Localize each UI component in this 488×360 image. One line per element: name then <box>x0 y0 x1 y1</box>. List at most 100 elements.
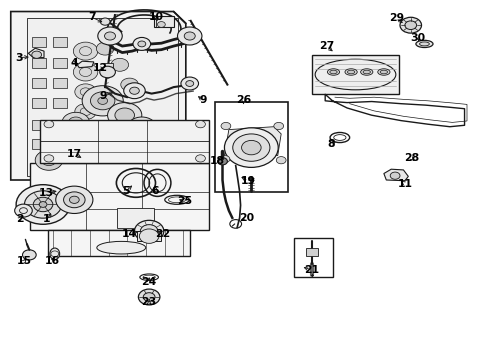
Circle shape <box>32 51 41 58</box>
Bar <box>30 163 208 230</box>
Bar <box>53 37 67 47</box>
Circle shape <box>147 139 161 149</box>
Bar <box>32 58 46 68</box>
Ellipse shape <box>97 242 145 254</box>
Bar <box>40 120 208 163</box>
Bar <box>53 58 67 68</box>
Circle shape <box>68 117 83 128</box>
Circle shape <box>177 27 202 45</box>
Bar <box>32 37 46 47</box>
Circle shape <box>185 81 193 86</box>
Polygon shape <box>28 48 44 58</box>
Ellipse shape <box>380 70 386 74</box>
Ellipse shape <box>362 70 370 74</box>
Ellipse shape <box>50 248 60 260</box>
Text: 21: 21 <box>304 265 319 275</box>
Circle shape <box>96 42 114 55</box>
Bar <box>48 230 189 256</box>
Text: 1: 1 <box>43 214 51 224</box>
Text: 7: 7 <box>88 12 96 22</box>
Bar <box>32 120 46 130</box>
Circle shape <box>100 18 110 25</box>
Text: 8: 8 <box>327 139 335 149</box>
Bar <box>27 18 178 176</box>
Circle shape <box>107 103 142 128</box>
Text: 3: 3 <box>15 53 22 63</box>
Bar <box>117 208 154 228</box>
Circle shape <box>139 229 159 243</box>
Circle shape <box>75 84 96 100</box>
Polygon shape <box>77 61 94 68</box>
Text: 15: 15 <box>17 256 32 266</box>
Circle shape <box>276 157 285 164</box>
Circle shape <box>195 155 205 162</box>
Circle shape <box>63 192 85 208</box>
Text: 30: 30 <box>410 33 425 43</box>
Text: 13: 13 <box>39 188 54 198</box>
Circle shape <box>56 186 93 213</box>
Ellipse shape <box>419 42 428 46</box>
Text: 20: 20 <box>239 213 254 223</box>
Bar <box>53 78 67 88</box>
Circle shape <box>143 293 155 301</box>
Circle shape <box>82 86 123 116</box>
Bar <box>32 98 46 108</box>
Circle shape <box>73 42 98 60</box>
Text: 10: 10 <box>149 12 163 22</box>
Bar <box>215 102 287 192</box>
Circle shape <box>404 21 416 30</box>
Bar <box>53 98 67 108</box>
Circle shape <box>24 191 61 218</box>
Circle shape <box>389 172 399 179</box>
Circle shape <box>133 37 150 50</box>
Bar <box>137 231 161 241</box>
Text: 12: 12 <box>93 63 107 73</box>
Circle shape <box>121 78 138 91</box>
Circle shape <box>129 87 139 94</box>
Circle shape <box>138 289 160 305</box>
Bar <box>154 16 173 27</box>
Circle shape <box>39 202 47 207</box>
Ellipse shape <box>344 69 356 75</box>
Circle shape <box>399 17 421 33</box>
Circle shape <box>232 134 269 161</box>
Circle shape <box>69 196 79 203</box>
Circle shape <box>53 132 74 148</box>
Text: 26: 26 <box>235 95 251 105</box>
Circle shape <box>111 58 128 71</box>
Text: 9: 9 <box>100 91 107 102</box>
Text: 6: 6 <box>151 186 159 196</box>
Circle shape <box>195 121 205 128</box>
Text: 16: 16 <box>45 256 60 266</box>
Circle shape <box>15 204 32 217</box>
Circle shape <box>100 66 115 78</box>
Circle shape <box>123 83 145 99</box>
Circle shape <box>104 32 115 40</box>
Text: 2: 2 <box>16 214 23 224</box>
Circle shape <box>241 140 261 155</box>
Bar <box>294 238 333 277</box>
Circle shape <box>134 220 163 242</box>
Circle shape <box>224 128 278 167</box>
Text: 22: 22 <box>154 229 170 239</box>
Bar <box>311 55 398 94</box>
Circle shape <box>98 97 107 104</box>
Bar <box>103 63 113 70</box>
Circle shape <box>142 135 166 153</box>
Circle shape <box>138 41 145 47</box>
Circle shape <box>33 197 53 212</box>
Polygon shape <box>383 169 407 181</box>
Bar <box>53 139 67 149</box>
Text: 24: 24 <box>141 276 157 287</box>
Text: 27: 27 <box>318 41 334 51</box>
Polygon shape <box>224 127 281 158</box>
Bar <box>32 78 46 88</box>
Text: 23: 23 <box>141 297 157 307</box>
Bar <box>53 120 67 130</box>
Ellipse shape <box>415 40 432 48</box>
Circle shape <box>73 63 98 81</box>
Text: 19: 19 <box>241 176 255 186</box>
Circle shape <box>16 185 70 224</box>
Circle shape <box>115 108 134 122</box>
Bar <box>305 248 318 256</box>
